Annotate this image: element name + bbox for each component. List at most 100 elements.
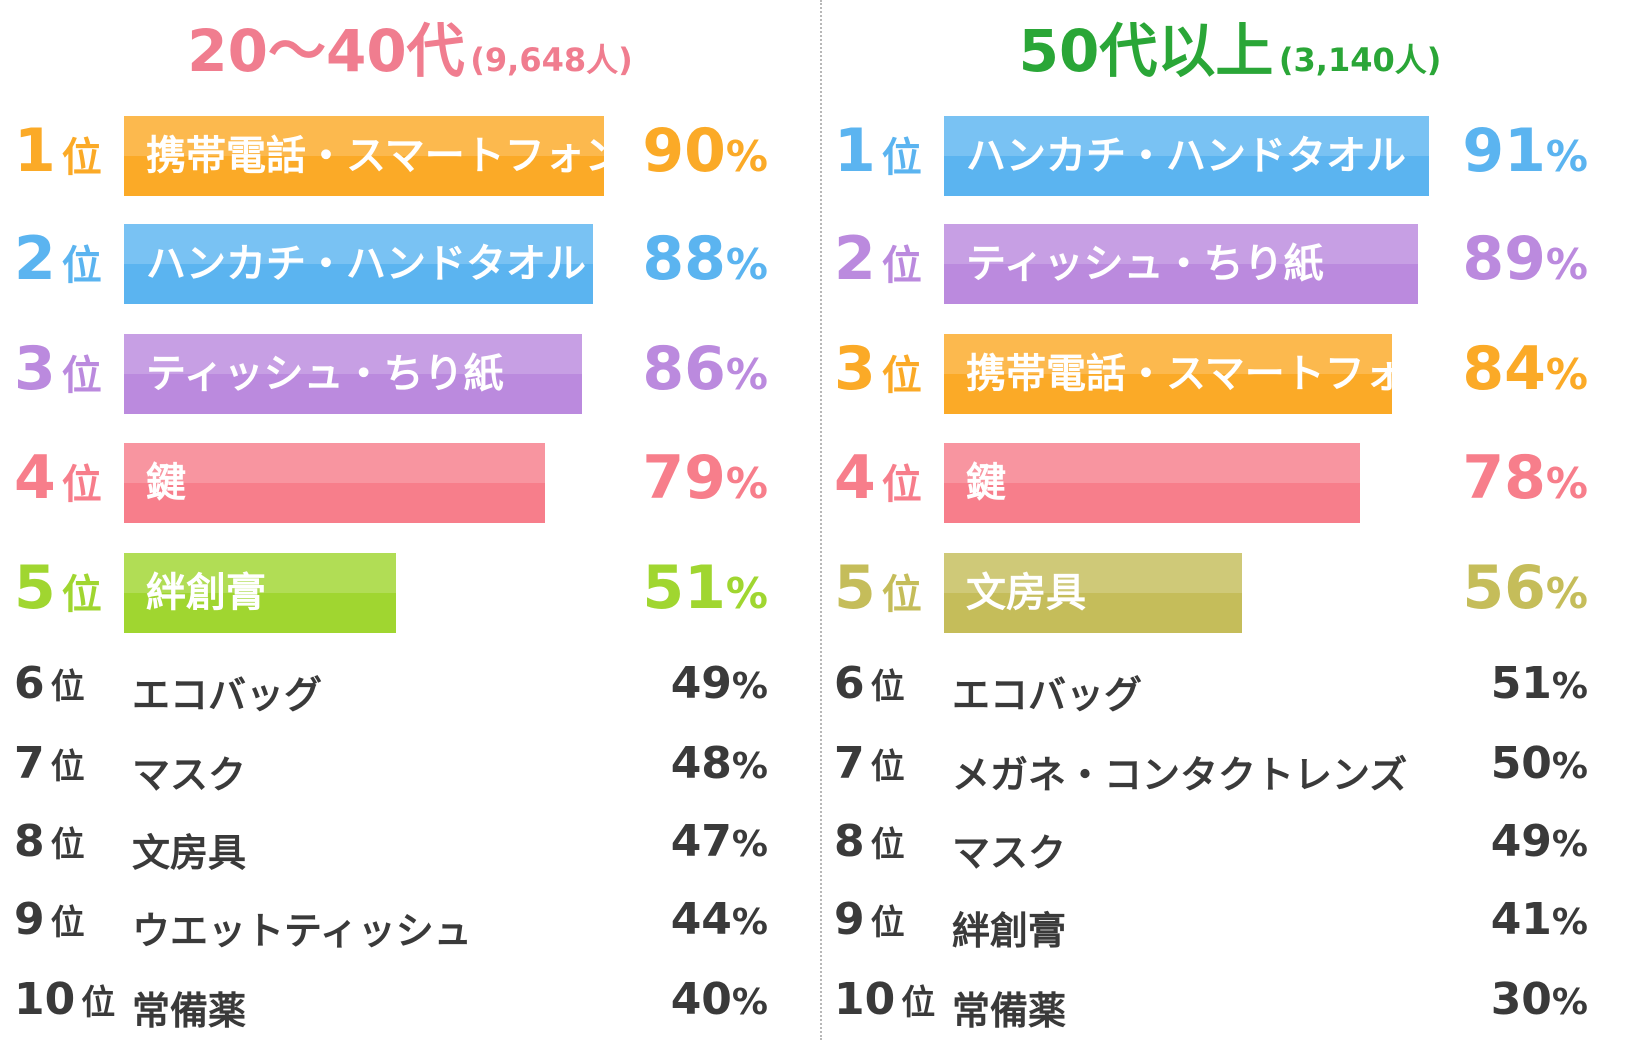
chart-title-main: 20〜40代 xyxy=(187,17,465,85)
percent-symbol: % xyxy=(1551,666,1588,707)
rank-suffix: 位 xyxy=(870,747,905,787)
rank-label: 10 位 xyxy=(14,974,115,1025)
percent-label: 90% xyxy=(642,116,768,186)
percent-label: 91% xyxy=(1462,116,1588,186)
percent-value: 51 xyxy=(1490,658,1552,709)
bar-label: 携帯電話・スマートフォン xyxy=(146,133,625,179)
rank-suffix: 位 xyxy=(61,462,102,508)
rank-number: 3 xyxy=(834,334,876,404)
rank-number: 1 xyxy=(834,116,876,186)
bar: ティッシュ・ちり紙 xyxy=(944,224,1418,304)
percent-symbol: % xyxy=(1545,350,1588,399)
percent-label: 88% xyxy=(642,224,768,294)
rank-suffix: 位 xyxy=(50,747,85,787)
percent-value: 41 xyxy=(1490,894,1552,945)
rank-number: 2 xyxy=(834,224,876,294)
rank-suffix: 位 xyxy=(881,135,922,181)
rank-number: 1 xyxy=(14,116,56,186)
percent-value: 88 xyxy=(642,224,726,294)
percent-value: 49 xyxy=(1490,816,1552,867)
item-label: エコバッグ xyxy=(952,673,1143,717)
item-label: マスク xyxy=(952,831,1067,875)
rank-suffix: 位 xyxy=(61,353,102,399)
bar: ハンカチ・ハンドタオル xyxy=(944,116,1429,196)
rank-number: 9 xyxy=(834,894,865,945)
chart-title-main: 50代以上 xyxy=(1018,17,1274,85)
rank-number: 6 xyxy=(14,658,45,709)
percent-symbol: % xyxy=(725,350,768,399)
rank-suffix: 位 xyxy=(50,903,85,943)
chart-panel-50s-plus: 50代以上 (3,140人) 1 位ハンカチ・ハンドタオル 91% 2 位ティッシュ・ち… xyxy=(820,0,1640,1040)
rank-suffix: 位 xyxy=(61,135,102,181)
bar-label: ティッシュ・ちり紙 xyxy=(146,351,504,397)
percent-value: 49 xyxy=(670,658,732,709)
item-label: 絆創膏 xyxy=(952,909,1067,953)
rank-number: 3 xyxy=(14,334,56,404)
percent-label: 78% xyxy=(1462,443,1588,513)
percent-symbol: % xyxy=(731,982,768,1023)
item-label: メガネ・コンタクトレンズ xyxy=(952,753,1408,797)
percent-value: 84 xyxy=(1462,334,1546,404)
percent-label: 86% xyxy=(642,334,768,404)
percent-label: 40% xyxy=(671,974,768,1025)
percent-symbol: % xyxy=(1545,459,1588,508)
percent-symbol: % xyxy=(725,132,768,181)
percent-label: 50% xyxy=(1491,738,1588,789)
percent-value: 40 xyxy=(670,974,732,1025)
chart-panel-20-40s: 20〜40代 (9,648人) 1 位携帯電話・スマートフォン 90% 2 位ハンカチ・… xyxy=(0,4,820,1033)
percent-symbol: % xyxy=(1545,569,1588,618)
percent-label: 49% xyxy=(671,658,768,709)
rank-suffix: 位 xyxy=(881,243,922,289)
rank-number: 10 xyxy=(14,974,76,1025)
rank-suffix: 位 xyxy=(81,983,116,1023)
percent-value: 79 xyxy=(642,443,726,513)
percent-value: 44 xyxy=(670,894,732,945)
bar: ティッシュ・ちり紙 xyxy=(124,334,582,414)
rank-number: 5 xyxy=(14,553,56,623)
rank-number: 4 xyxy=(14,443,56,513)
percent-label: 89% xyxy=(1462,224,1588,294)
item-label: 常備薬 xyxy=(952,989,1067,1033)
percent-value: 51 xyxy=(642,553,726,623)
percent-value: 91 xyxy=(1462,116,1546,186)
chart-title-count: (3,140人) xyxy=(1278,41,1442,79)
bar-label: 携帯電話・スマートフォン xyxy=(966,351,1445,397)
chart-title: 20〜40代 (9,648人) xyxy=(0,4,820,88)
panel-divider xyxy=(820,0,822,1040)
rank-number: 2 xyxy=(14,224,56,294)
percent-value: 48 xyxy=(670,738,732,789)
bar: ハンカチ・ハンドタオル xyxy=(124,224,593,304)
percent-symbol: % xyxy=(1551,902,1588,943)
percent-symbol: % xyxy=(731,824,768,865)
percent-label: 56% xyxy=(1462,553,1588,623)
percent-value: 86 xyxy=(642,334,726,404)
rank-suffix: 位 xyxy=(870,903,905,943)
bar: 携帯電話・スマートフォン xyxy=(124,116,625,196)
percent-label: 84% xyxy=(1462,334,1588,404)
rank-number: 8 xyxy=(14,816,45,867)
percent-value: 89 xyxy=(1462,224,1546,294)
percent-value: 50 xyxy=(1490,738,1552,789)
percent-symbol: % xyxy=(731,746,768,787)
percent-symbol: % xyxy=(725,240,768,289)
percent-symbol: % xyxy=(731,902,768,943)
rank-number: 6 xyxy=(834,658,865,709)
bar-label: 鍵 xyxy=(966,460,1006,506)
chart-title: 50代以上 (3,140人) xyxy=(820,4,1640,88)
rank-number: 5 xyxy=(834,553,876,623)
percent-label: 49% xyxy=(1491,816,1588,867)
rank-suffix: 位 xyxy=(870,667,905,707)
